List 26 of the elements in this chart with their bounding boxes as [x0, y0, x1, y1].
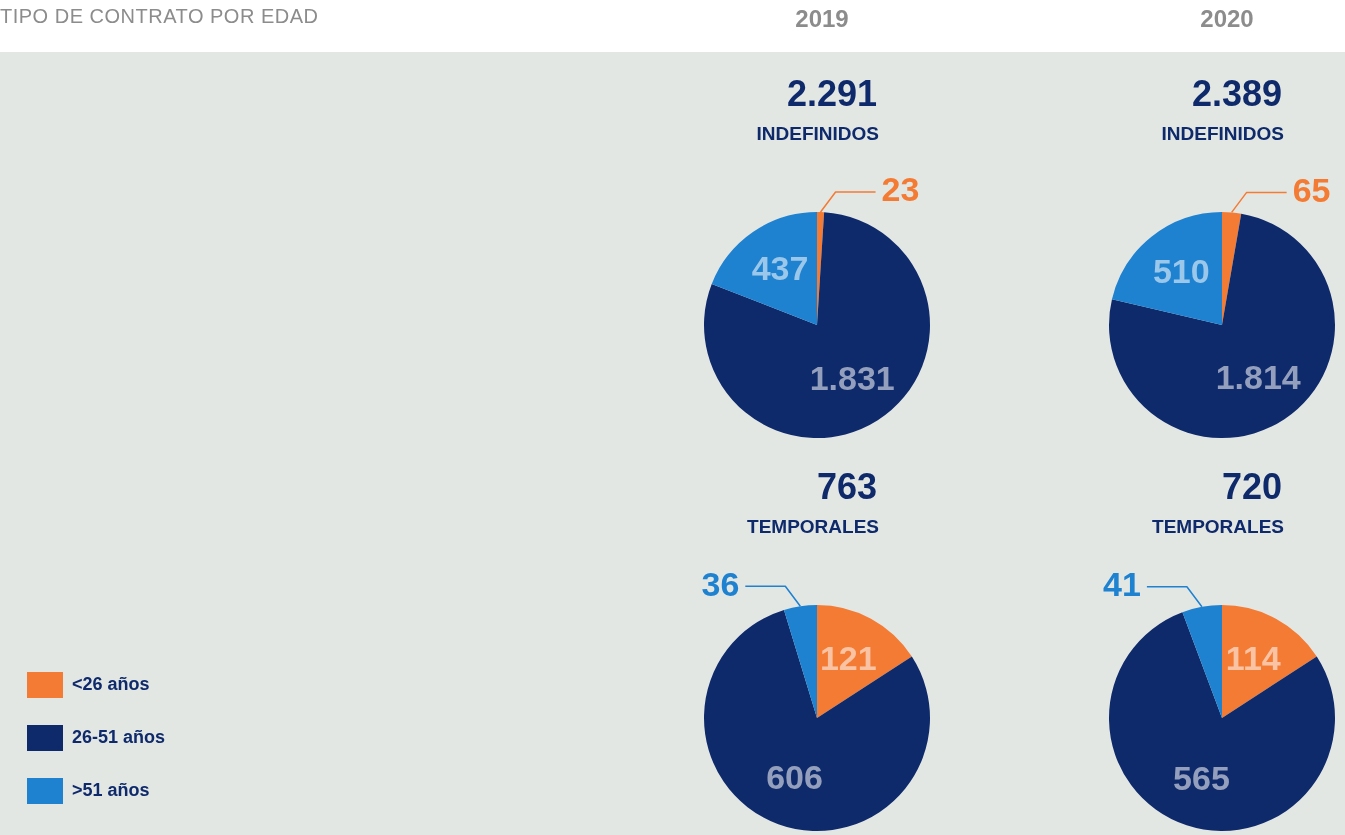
- legend-label: >51 años: [72, 779, 150, 800]
- data-label: 437: [751, 249, 809, 288]
- data-label: 114: [1225, 638, 1281, 677]
- data-label: 23: [881, 170, 920, 209]
- chart-subtitle: INDEFINIDOS: [1161, 123, 1284, 145]
- chart-title: 2.389: [1191, 73, 1282, 115]
- legend-label: <26 años: [72, 673, 150, 694]
- chart-subtitle: TEMPORALES: [747, 516, 879, 538]
- text: TIPO DE CONTRATO POR EDAD: [0, 5, 319, 28]
- chart-subtitle: INDEFINIDOS: [756, 123, 879, 145]
- data-label: 510: [1152, 252, 1210, 291]
- text: 2020: [1199, 5, 1255, 33]
- chart-title: 720: [1221, 466, 1282, 508]
- chart-title: 2.291: [786, 73, 877, 115]
- legend-label: 26-51 años: [72, 726, 166, 747]
- text: 2019: [794, 5, 850, 33]
- data-label: 565: [1173, 758, 1230, 797]
- data-label: 41: [1103, 565, 1141, 604]
- data-label: 121: [819, 638, 877, 677]
- chart-subtitle: TEMPORALES: [1152, 516, 1284, 538]
- data-label: 1.831: [809, 358, 895, 397]
- data-label: 36: [701, 564, 740, 603]
- data-label: 1.814: [1215, 358, 1301, 397]
- data-label: 65: [1292, 170, 1331, 209]
- chart-title: 763: [816, 466, 877, 508]
- data-label: 606: [766, 757, 823, 796]
